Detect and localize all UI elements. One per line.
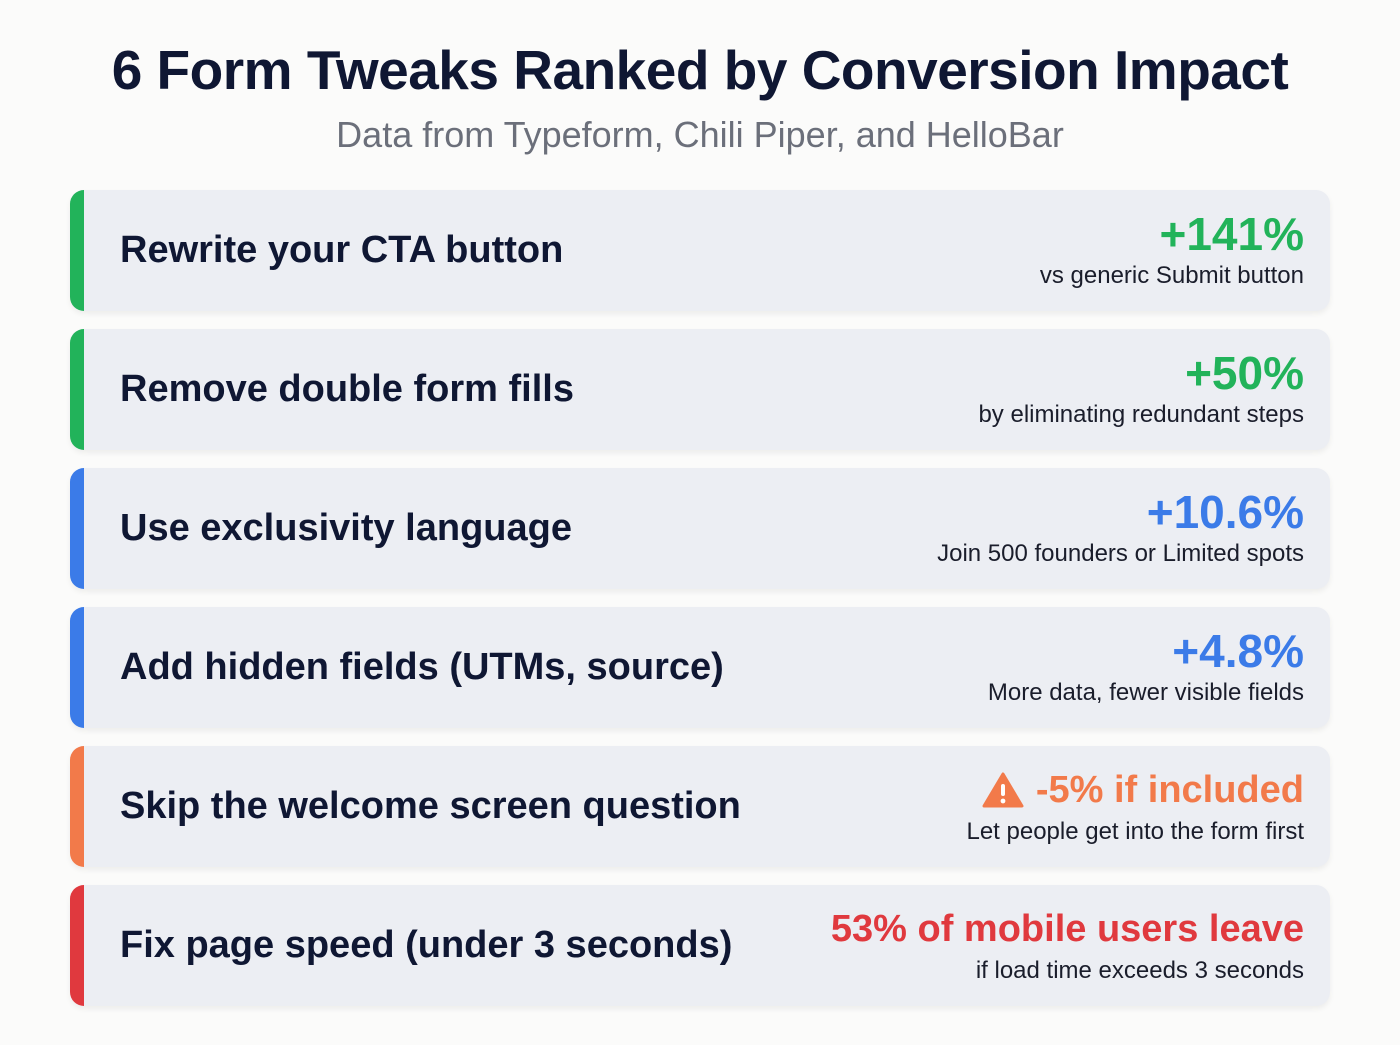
page-title: 6 Form Tweaks Ranked by Conversion Impac… <box>111 39 1289 101</box>
warning-icon <box>982 772 1024 808</box>
accent-bar <box>70 190 84 311</box>
tweak-note: vs generic Submit button <box>1039 262 1304 289</box>
tweak-note: More data, fewer visible fields <box>987 679 1304 706</box>
tweak-metric: +50% <box>1185 347 1304 399</box>
tweak-card-cta: Rewrite your CTA button +141% vs generic… <box>70 190 1330 311</box>
tweak-label: Rewrite your CTA button <box>120 229 564 271</box>
tweak-label: Add hidden fields (UTMs, source) <box>120 646 724 688</box>
tweak-label: Use exclusivity language <box>120 507 572 549</box>
accent-bar <box>70 607 84 728</box>
tweak-card-page-speed: Fix page speed (under 3 seconds) 53% of … <box>70 885 1330 1006</box>
tweak-label: Fix page speed (under 3 seconds) <box>120 924 733 966</box>
tweak-note: if load time exceeds 3 seconds <box>975 957 1304 984</box>
tweak-metric: +141% <box>1159 208 1304 260</box>
tweak-card-welcome-screen: Skip the welcome screen question -5% if … <box>70 746 1330 867</box>
tweak-metric: 53% of mobile users leave <box>830 908 1304 950</box>
page-subtitle: Data from Typeform, Chili Piper, and Hel… <box>336 114 1064 155</box>
accent-bar <box>70 746 84 867</box>
tweak-note: Join 500 founders or Limited spots <box>937 540 1304 567</box>
accent-bar <box>70 329 84 450</box>
accent-bar <box>70 885 84 1006</box>
tweak-metric: +10.6% <box>1146 486 1304 538</box>
tweak-note: Let people get into the form first <box>966 818 1304 845</box>
tweak-note: by eliminating redundant steps <box>978 401 1304 428</box>
accent-bar <box>70 468 84 589</box>
tweak-metric: +4.8% <box>1172 625 1304 677</box>
tweak-card-double-fills: Remove double form fills +50% by elimina… <box>70 329 1330 450</box>
tweak-label: Remove double form fills <box>120 368 574 410</box>
tweak-card-hidden-fields: Add hidden fields (UTMs, source) +4.8% M… <box>70 607 1330 728</box>
tweak-label: Skip the welcome screen question <box>120 785 741 827</box>
tweak-metric: -5% if included <box>1035 769 1304 811</box>
tweak-card-exclusivity: Use exclusivity language +10.6% Join 500… <box>70 468 1330 589</box>
